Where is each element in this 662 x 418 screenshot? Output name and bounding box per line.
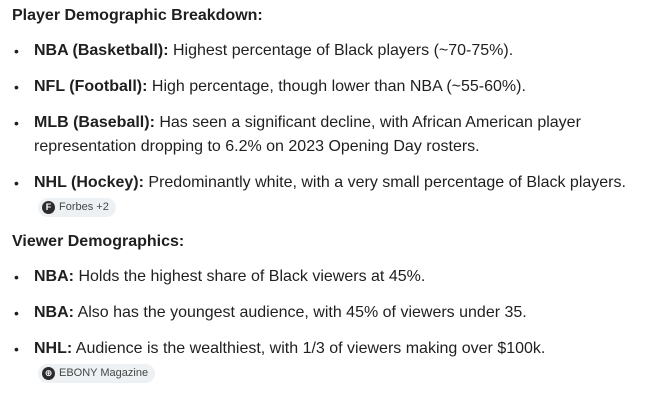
bullet: •	[14, 79, 19, 95]
response-content: Player Demographic Breakdown: • NBA (Bas…	[12, 0, 652, 385]
bullet: •	[14, 115, 19, 131]
list-item-term: NBA:	[34, 304, 74, 321]
bullet: •	[14, 341, 19, 357]
list-item-nfl: • NFL (Football): High percentage, thoug…	[12, 75, 652, 99]
list-item-term: NHL (Hockey):	[34, 174, 144, 191]
list-item-nhl-income: • NHL: Audience is the wealthiest, with …	[12, 337, 652, 385]
section-heading-player-demographics: Player Demographic Breakdown:	[12, 7, 263, 24]
list-item-term: NBA (Basketball):	[34, 42, 169, 59]
list-item-nba-viewers: • NBA: Holds the highest share of Black …	[12, 265, 652, 289]
list-item-text: Has seen a significant decline, with Afr…	[34, 114, 581, 155]
forbes-logo-icon: F	[42, 201, 55, 214]
list-item-text: Holds the highest share of Black viewers…	[74, 268, 426, 285]
ebony-logo-icon: ⊕	[42, 367, 55, 380]
list-item-term: NBA:	[34, 268, 74, 285]
list-item-term: NFL (Football):	[34, 78, 148, 95]
list-item-nba-age: • NBA: Also has the youngest audience, w…	[12, 301, 652, 325]
bullet: •	[14, 175, 19, 191]
list-item-nhl: • NHL (Hockey): Predominantly white, wit…	[12, 171, 652, 219]
list-item-text: Predominantly white, with a very small p…	[143, 174, 626, 191]
player-demographics-list: • NBA (Basketball): Highest percentage o…	[12, 39, 652, 219]
source-chip-label: EBONY Magazine	[59, 367, 149, 379]
bullet: •	[14, 305, 19, 321]
section-heading-viewer-demographics: Viewer Demographics:	[12, 233, 185, 250]
list-item-nba: • NBA (Basketball): Highest percentage o…	[12, 39, 652, 63]
source-chip-ebony[interactable]: ⊕ EBONY Magazine	[38, 364, 156, 383]
list-item-text: Audience is the wealthiest, with 1/3 of …	[72, 340, 546, 357]
list-item-text: Highest percentage of Black players (~70…	[168, 42, 514, 59]
source-chip-label: Forbes +2	[59, 201, 109, 213]
list-item-term: NHL:	[34, 340, 73, 357]
bullet: •	[14, 43, 19, 59]
list-item-term: MLB (Baseball):	[34, 114, 155, 131]
source-chip-forbes[interactable]: F Forbes +2	[38, 198, 116, 217]
list-item-text: Also has the youngest audience, with 45%…	[74, 304, 527, 321]
list-item-text: High percentage, though lower than NBA (…	[147, 78, 526, 95]
list-item-mlb: • MLB (Baseball): Has seen a significant…	[12, 111, 652, 159]
bullet: •	[14, 269, 19, 285]
viewer-demographics-list: • NBA: Holds the highest share of Black …	[12, 265, 652, 385]
